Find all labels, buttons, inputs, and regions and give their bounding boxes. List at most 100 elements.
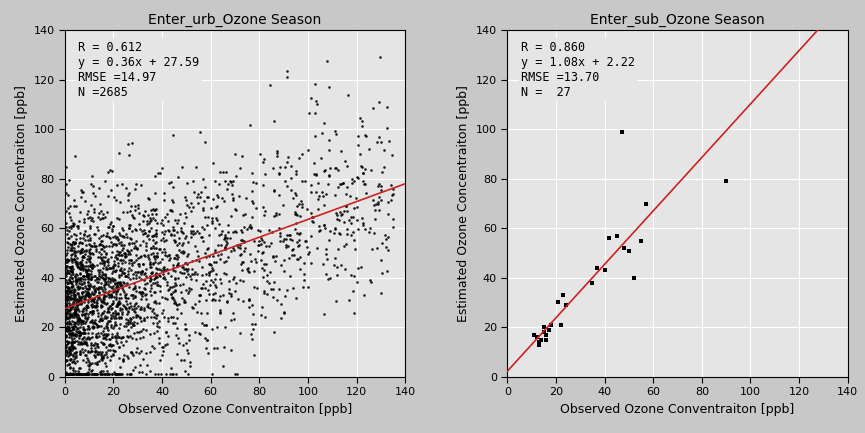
Point — [183, 272, 196, 279]
Point — [356, 169, 369, 176]
Point — [375, 187, 388, 194]
Point — [255, 236, 269, 243]
Point — [359, 190, 373, 197]
Point — [68, 203, 82, 210]
Point — [67, 332, 81, 339]
Point — [125, 291, 138, 298]
Point — [64, 268, 78, 275]
Point — [104, 187, 118, 194]
Point — [245, 301, 259, 308]
Point — [172, 239, 186, 246]
Point — [102, 292, 116, 299]
Point — [107, 322, 121, 329]
Point — [157, 341, 171, 348]
Point — [67, 202, 80, 209]
Point — [66, 296, 80, 303]
Point — [161, 265, 175, 272]
Point — [221, 222, 235, 229]
Point — [124, 349, 138, 355]
Point — [280, 74, 294, 81]
Point — [266, 252, 280, 259]
Point — [75, 262, 89, 268]
Point — [67, 371, 81, 378]
Point — [233, 277, 247, 284]
Point — [118, 253, 131, 260]
Point — [135, 268, 149, 275]
Point — [108, 267, 122, 274]
Point — [71, 264, 85, 271]
Point — [75, 371, 89, 378]
Point — [88, 243, 102, 250]
Point — [86, 297, 99, 304]
Point — [60, 296, 74, 303]
Point — [101, 371, 115, 378]
Point — [106, 194, 120, 200]
Point — [79, 336, 93, 343]
Point — [380, 125, 394, 132]
Point — [94, 317, 108, 324]
Point — [82, 285, 96, 292]
Point — [72, 338, 86, 345]
Point — [151, 260, 165, 267]
Point — [232, 296, 246, 303]
Point — [188, 229, 202, 236]
Point — [111, 215, 125, 222]
Point — [160, 278, 174, 285]
Point — [99, 349, 112, 355]
Point — [300, 243, 314, 250]
Point — [147, 288, 161, 295]
Point — [330, 131, 343, 138]
Point — [273, 229, 287, 236]
Point — [122, 225, 136, 232]
Point — [217, 344, 231, 351]
Point — [60, 287, 74, 294]
Point — [88, 287, 102, 294]
Point — [242, 297, 256, 304]
Point — [84, 275, 98, 282]
Point — [70, 317, 84, 324]
Point — [89, 301, 103, 308]
Point — [63, 371, 77, 378]
Point — [104, 321, 118, 328]
Point — [234, 242, 247, 249]
Point — [227, 315, 240, 322]
Point — [61, 303, 74, 310]
Point — [290, 171, 304, 178]
Point — [298, 277, 311, 284]
Point — [367, 229, 381, 236]
Point — [106, 284, 119, 291]
Point — [105, 371, 119, 378]
Point — [110, 332, 124, 339]
Point — [87, 231, 101, 238]
Point — [165, 196, 179, 203]
Point — [330, 167, 344, 174]
Point — [71, 291, 85, 297]
Point — [246, 170, 260, 177]
Point — [138, 229, 151, 236]
Point — [157, 266, 171, 273]
Point — [61, 371, 75, 378]
Point — [130, 246, 144, 252]
Point — [283, 236, 297, 242]
Point — [61, 226, 74, 233]
Point — [156, 221, 170, 228]
Point — [215, 230, 228, 237]
Point — [157, 274, 170, 281]
Point — [148, 189, 162, 196]
Point — [81, 369, 95, 376]
Point — [84, 295, 98, 302]
Point — [66, 324, 80, 331]
Point — [106, 223, 120, 230]
Point — [205, 371, 219, 378]
Point — [84, 339, 98, 346]
Point — [72, 265, 86, 272]
Point — [67, 240, 81, 247]
Point — [106, 350, 120, 357]
Point — [75, 284, 89, 291]
Point — [240, 265, 253, 272]
Point — [299, 238, 313, 245]
Point — [164, 272, 178, 279]
Point — [81, 310, 95, 317]
Point — [72, 319, 86, 326]
Point — [61, 235, 75, 242]
